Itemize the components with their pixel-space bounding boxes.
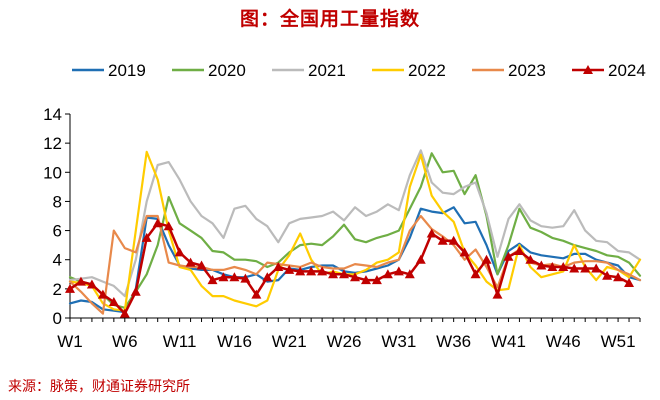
data-point-2024 — [284, 264, 295, 274]
y-tick-label: 4 — [53, 251, 62, 270]
x-tick-label: W31 — [381, 332, 416, 351]
legend-label: 2019 — [108, 61, 146, 80]
y-tick-label: 8 — [53, 192, 62, 211]
data-point-2024 — [251, 289, 262, 299]
chart-title: 图：全国用工量指数 — [239, 8, 420, 30]
data-point-2024 — [591, 263, 602, 273]
x-tick-label: W46 — [546, 332, 581, 351]
data-point-2024 — [624, 278, 635, 288]
legend-label: 2023 — [508, 61, 546, 80]
legend-label: 2022 — [408, 61, 446, 80]
data-point-2024 — [218, 272, 229, 282]
data-point-2024 — [514, 245, 525, 255]
y-tick-label: 12 — [43, 134, 62, 153]
y-tick-label: 6 — [53, 222, 62, 241]
x-tick-label: W16 — [217, 332, 252, 351]
data-point-2024 — [108, 296, 119, 306]
x-tick-label: W41 — [491, 332, 526, 351]
data-point-2024 — [360, 275, 371, 285]
data-point-2024 — [152, 218, 163, 228]
data-point-2024 — [350, 272, 360, 282]
data-point-2024 — [75, 276, 86, 286]
legend: 2019 2020 2021 2022 2023 2024 — [72, 61, 646, 80]
data-point-2024 — [295, 266, 306, 276]
data-point-2024 — [547, 262, 558, 271]
legend-label: 2024 — [608, 61, 646, 80]
y-tick-label: 14 — [43, 105, 62, 124]
data-point-2024 — [65, 283, 75, 293]
plot-area — [65, 149, 642, 318]
legend-marker-2024 — [583, 65, 593, 74]
source-note: 来源：脉策，财通证券研究所 — [8, 379, 190, 395]
x-tick-label: W21 — [272, 332, 307, 351]
legend-label: 2020 — [208, 61, 246, 80]
x-tick-label: W51 — [601, 332, 636, 351]
data-point-2024 — [240, 273, 251, 283]
data-point-2024 — [119, 308, 130, 318]
data-point-2024 — [459, 247, 470, 257]
data-point-2024 — [492, 289, 503, 299]
data-point-2024 — [328, 269, 339, 279]
data-point-2024 — [141, 232, 152, 242]
data-point-2024 — [415, 254, 426, 264]
series-line-2022 — [68, 150, 642, 312]
data-point-2024 — [602, 270, 613, 280]
data-point-2024 — [196, 260, 207, 270]
data-point-2024 — [174, 247, 185, 257]
data-point-2024 — [382, 269, 393, 279]
data-point-2024 — [393, 266, 404, 276]
data-point-2024 — [426, 228, 437, 238]
data-point-2024 — [339, 269, 350, 279]
data-point-2024 — [613, 272, 624, 282]
legend-label: 2021 — [308, 61, 346, 80]
x-tick-label: W6 — [112, 332, 138, 351]
series-line-2021 — [68, 149, 642, 298]
data-point-2024 — [163, 221, 174, 231]
data-point-2024 — [86, 279, 97, 289]
series-line-2023 — [68, 214, 642, 315]
x-tick-label: W11 — [163, 332, 197, 351]
data-point-2024 — [317, 266, 328, 276]
data-point-2024 — [437, 235, 448, 245]
data-point-2024 — [525, 254, 536, 264]
data-point-2024 — [371, 275, 382, 285]
x-tick-label: W1 — [57, 332, 83, 351]
data-point-2024 — [470, 269, 481, 279]
y-tick-label: 2 — [53, 280, 62, 299]
y-tick-label: 0 — [53, 309, 62, 328]
data-point-2024 — [306, 266, 317, 276]
data-point-2024 — [207, 275, 218, 285]
data-point-2024 — [558, 262, 569, 271]
data-point-2024 — [448, 235, 459, 245]
data-point-2024 — [273, 262, 284, 271]
data-point-2024 — [536, 260, 547, 270]
data-point-2024 — [580, 263, 591, 273]
data-point-2024 — [185, 257, 196, 267]
axes: 0 2 4 6 8 10 12 14 W1 W6 W11 W16 W21 W26 W31 W36 W41 W46 W… — [43, 105, 641, 351]
data-point-2024 — [481, 254, 492, 264]
x-tick-label: W36 — [436, 332, 471, 351]
data-point-2024 — [569, 263, 580, 273]
x-tick-label: W26 — [327, 332, 362, 351]
data-point-2024 — [229, 272, 240, 282]
data-point-2024 — [262, 272, 273, 282]
data-point-2024 — [97, 289, 108, 299]
series-line-2024 — [68, 222, 631, 315]
data-point-2024 — [503, 251, 514, 261]
data-point-2024 — [130, 286, 141, 296]
data-point-2024 — [404, 269, 415, 279]
y-tick-label: 10 — [43, 163, 62, 182]
